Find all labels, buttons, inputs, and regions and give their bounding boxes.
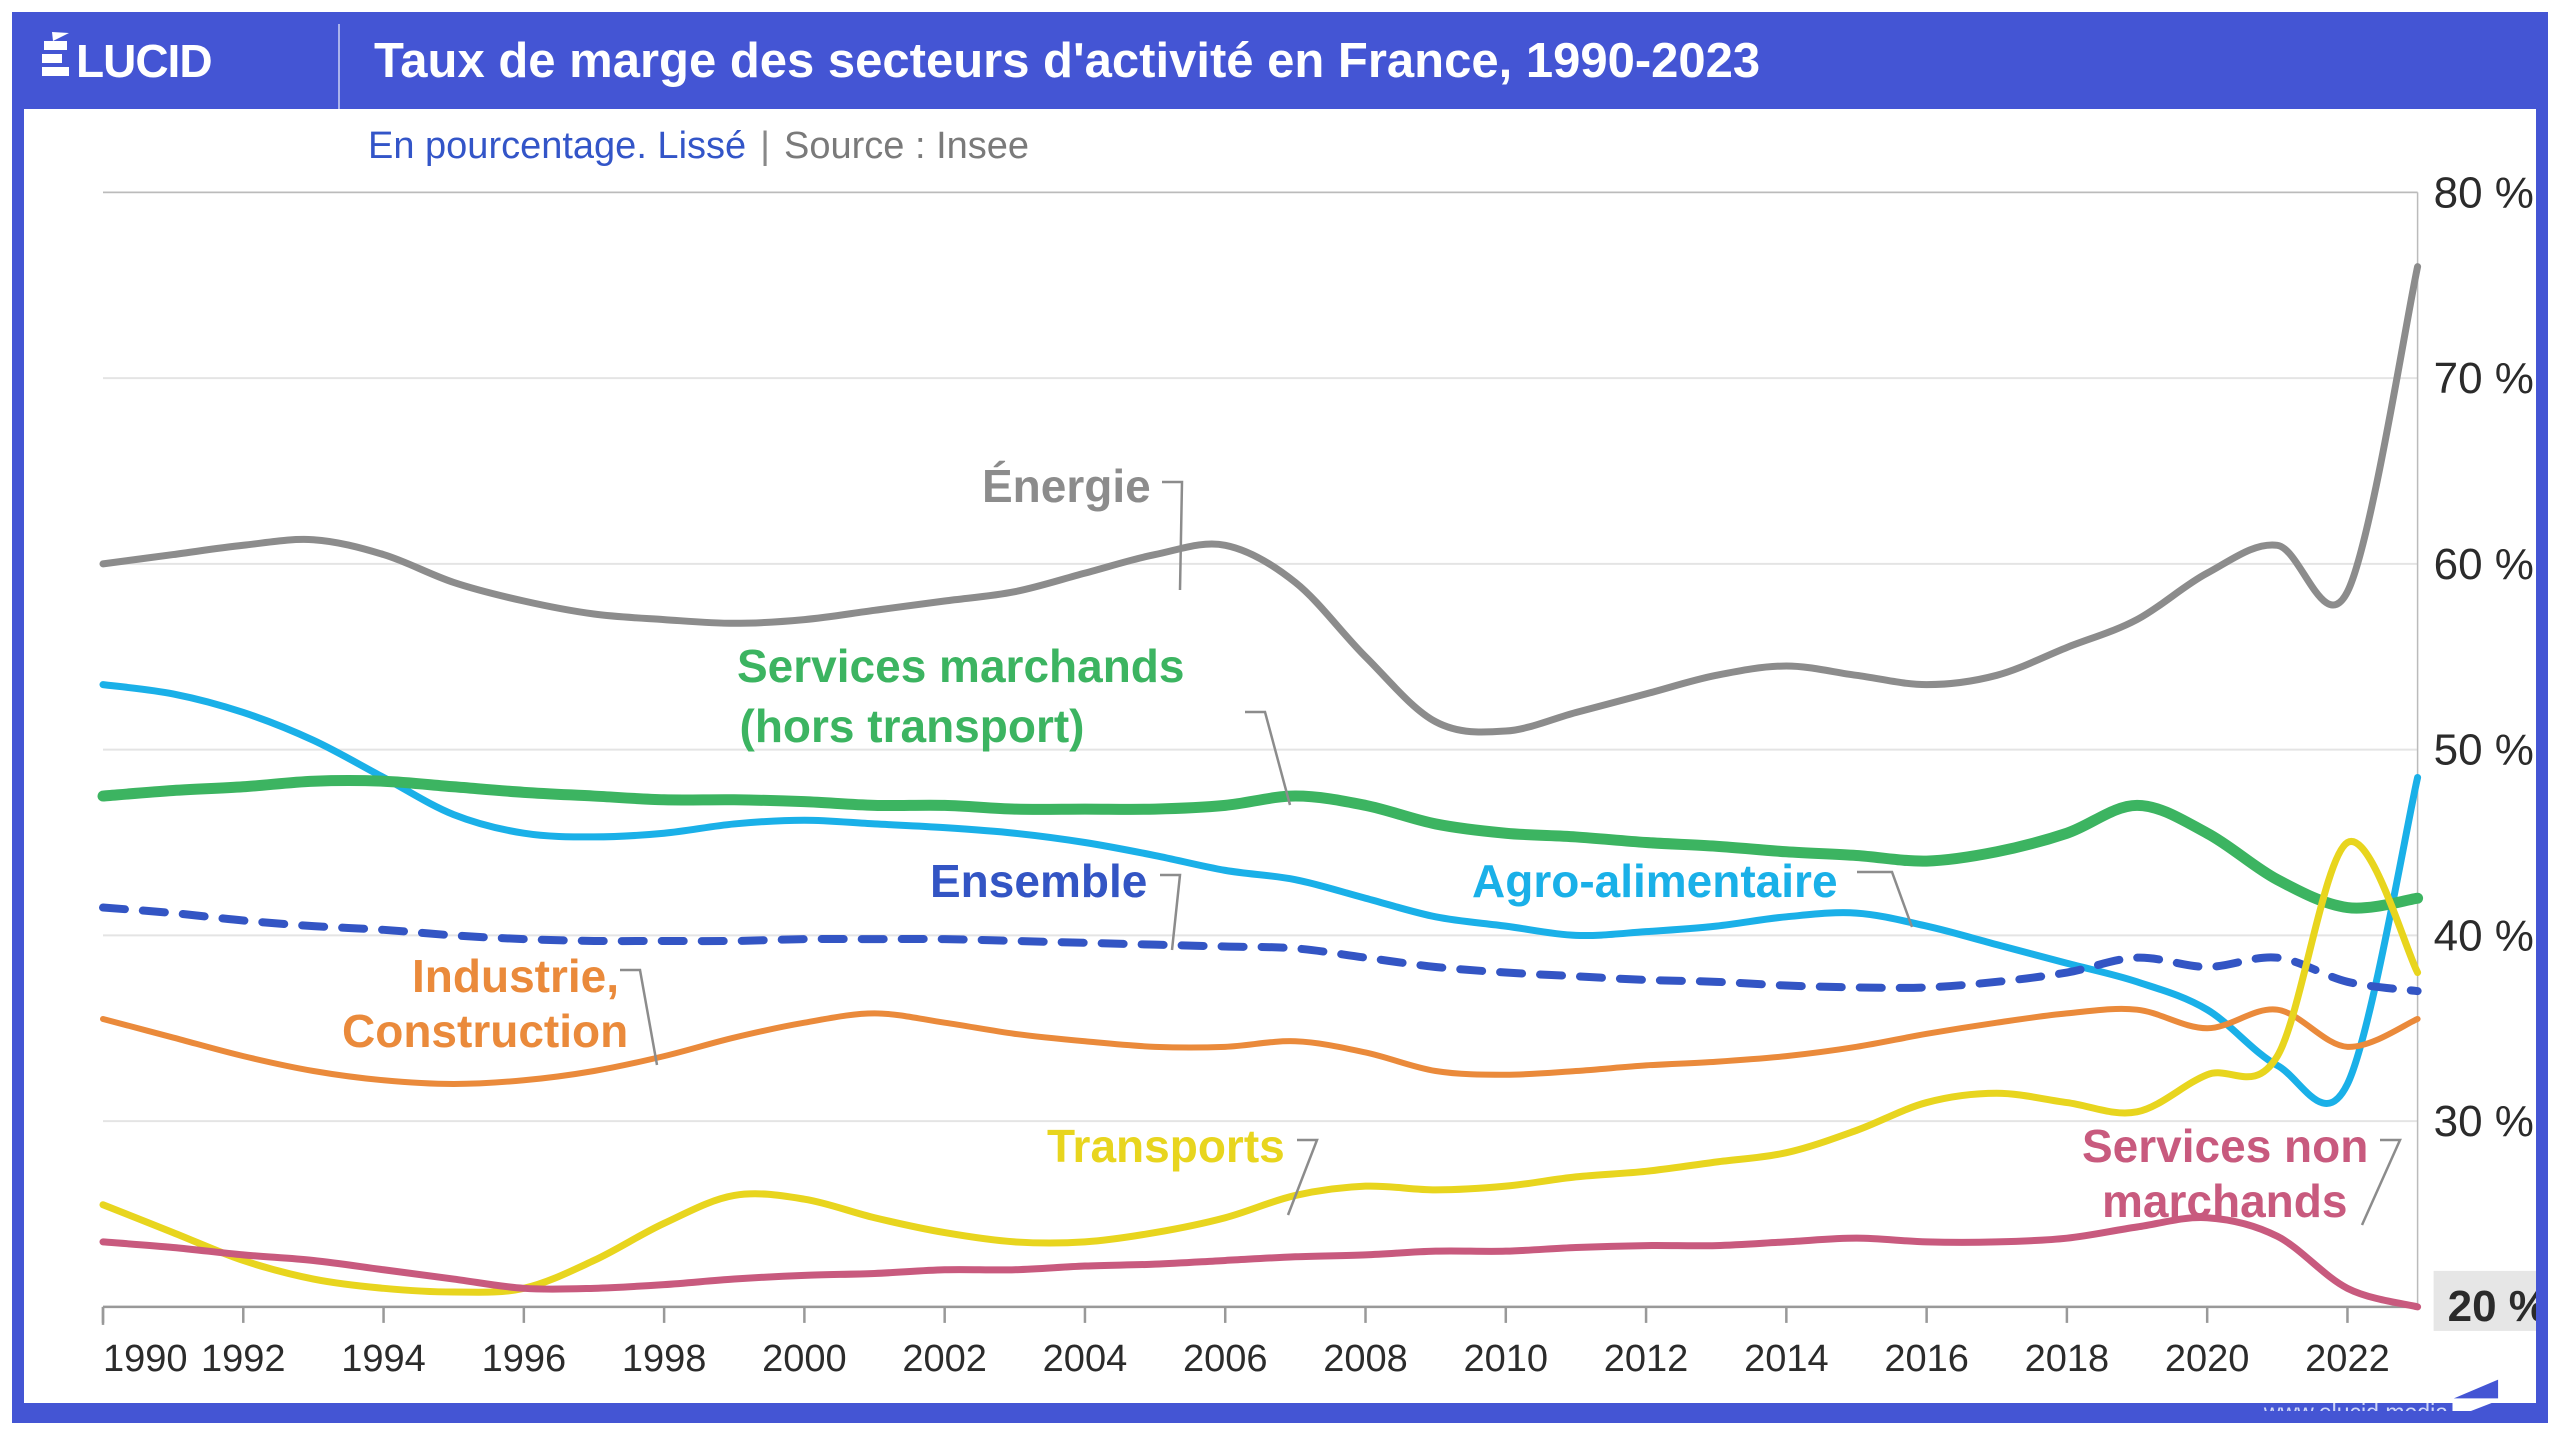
svg-text:1992: 1992	[201, 1338, 286, 1380]
svg-text:2012: 2012	[1604, 1338, 1689, 1380]
svg-text:2014: 2014	[1744, 1338, 1829, 1380]
svg-text:2004: 2004	[1043, 1338, 1128, 1380]
svg-text:2006: 2006	[1183, 1338, 1268, 1380]
svg-text:Services marchands: Services marchands	[737, 640, 1185, 692]
svg-text:2022: 2022	[2305, 1338, 2390, 1380]
svg-text:Agro-alimentaire: Agro-alimentaire	[1472, 855, 1838, 907]
svg-text:40 %: 40 %	[2434, 911, 2534, 960]
svg-text:80 %: 80 %	[2434, 168, 2534, 217]
svg-text:(hors transport): (hors transport)	[740, 700, 1085, 752]
svg-text:1994: 1994	[341, 1338, 426, 1380]
svg-text:2020: 2020	[2165, 1338, 2250, 1380]
svg-text:2002: 2002	[902, 1338, 987, 1380]
svg-text:Industrie,: Industrie,	[412, 950, 619, 1002]
svg-text:1998: 1998	[622, 1338, 707, 1380]
svg-text:2010: 2010	[1464, 1338, 1549, 1380]
svg-text:Services non: Services non	[2082, 1120, 2368, 1172]
svg-text:50 %: 50 %	[2434, 726, 2534, 775]
svg-text:Ensemble: Ensemble	[930, 855, 1147, 907]
svg-text:2008: 2008	[1323, 1338, 1408, 1380]
svg-text:70 %: 70 %	[2434, 354, 2534, 403]
svg-text:Construction: Construction	[342, 1005, 628, 1057]
svg-text:Énergie: Énergie	[982, 460, 1151, 512]
svg-text:20 %: 20 %	[2448, 1282, 2548, 1331]
svg-text:60 %: 60 %	[2434, 540, 2534, 589]
svg-text:2018: 2018	[2025, 1338, 2110, 1380]
svg-text:2000: 2000	[762, 1338, 847, 1380]
svg-text:2016: 2016	[1884, 1338, 1969, 1380]
svg-text:Transports: Transports	[1047, 1120, 1285, 1172]
svg-text:1990: 1990	[103, 1338, 188, 1380]
svg-text:1996: 1996	[482, 1338, 567, 1380]
svg-text:30 %: 30 %	[2434, 1097, 2534, 1146]
svg-text:marchands: marchands	[2102, 1175, 2347, 1227]
